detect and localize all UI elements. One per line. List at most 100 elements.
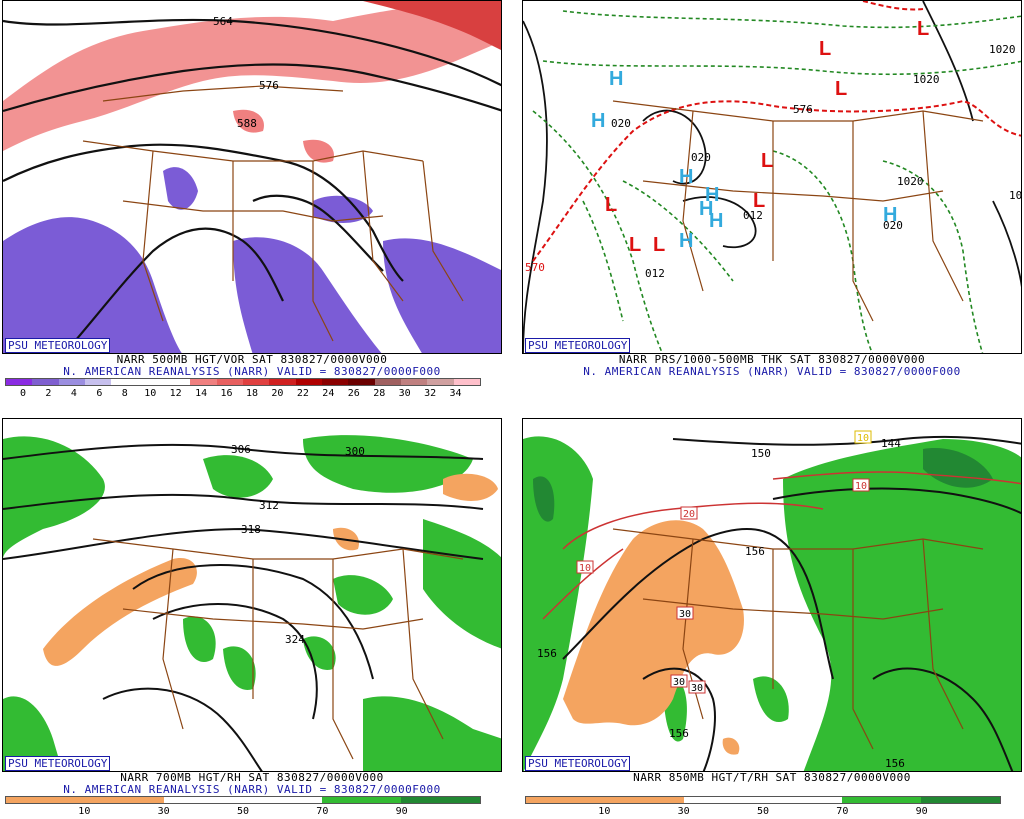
contour-label: 312	[259, 499, 279, 512]
isobars	[523, 1, 1021, 353]
colorbar-tick: 30	[157, 806, 170, 817]
colorbar-tick: 34	[449, 388, 462, 399]
caption-valid: N. AMERICAN REANALYSIS (NARR) VALID = 83…	[63, 783, 441, 796]
low-pressure-symbol: L	[917, 18, 929, 40]
vort-pos-canada	[233, 109, 264, 133]
colorbar-swatch	[111, 379, 138, 385]
pressure-centers: H H H H H H H H L L L L L L L L	[591, 18, 929, 256]
colorbar-tick: 90	[395, 806, 408, 817]
contour-label: 156	[885, 757, 905, 770]
high-pressure-symbol: H	[609, 68, 623, 90]
vort-negative-rockies	[163, 167, 198, 210]
colorbar-tick: 10	[78, 806, 91, 817]
contour-label: 150	[751, 447, 771, 460]
contour-label: 324	[285, 633, 305, 646]
height-contours	[3, 443, 484, 771]
low-pressure-symbol: L	[653, 234, 665, 256]
high-pressure-symbol: H	[679, 230, 693, 252]
low-pressure-symbol: L	[835, 78, 847, 100]
caption-title: NARR 700MB HGT/RH SAT 830827/0000V000	[120, 771, 384, 784]
svg-text:10: 10	[855, 481, 867, 492]
contour-label: 1020	[897, 175, 924, 188]
temp-label-box: 20	[680, 506, 698, 520]
contour-label: 012	[645, 267, 665, 280]
caption-title: NARR 500MB HGT/VOR SAT 830827/0000V000	[116, 353, 388, 366]
contour-label: 012	[743, 209, 763, 222]
political-borders	[82, 85, 464, 342]
dry-regions	[563, 520, 744, 755]
low-pressure-symbol: L	[629, 234, 641, 256]
rh-colorbar	[5, 796, 481, 804]
colorbar-swatch	[427, 379, 454, 385]
caption-valid: N. AMERICAN REANALYSIS (NARR) VALID = 83…	[583, 365, 961, 378]
psu-badge: PSU METEOROLOGY	[5, 756, 111, 771]
colorbar-tick: 20	[271, 388, 284, 399]
isobars-dashed	[532, 10, 1021, 353]
temp-label-box: 10	[852, 478, 870, 492]
colorbar-tick: 12	[169, 388, 182, 399]
vort-negative-south	[233, 237, 382, 353]
colorbar-swatch	[348, 379, 375, 385]
colorbar-tick: 6	[96, 388, 103, 399]
temp-label-box: 30	[688, 680, 706, 694]
colorbar-swatch	[137, 379, 164, 385]
moist-regions	[3, 435, 501, 771]
colorbar-tick: 4	[70, 388, 77, 399]
high-pressure-symbol: H	[699, 198, 713, 220]
map-500mb-svg: 564 576 588	[3, 1, 501, 353]
map-pressure: H H H H H H H H L L L L L L L L 570 576 …	[522, 0, 1022, 354]
low-pressure-symbol: L	[819, 38, 831, 60]
vort-strong-north	[363, 1, 501, 50]
colorbar-ticks: 10 30 50 70 90	[5, 806, 481, 818]
panel-850mb-rh: 150 144 156 156 156 156 20 10 30 30 30 1…	[522, 418, 1022, 818]
temperature-labels: 20 10 30 30 30 10 10	[576, 430, 872, 694]
temp-label-box: 30	[676, 606, 694, 620]
colorbar-swatch	[58, 379, 85, 385]
svg-text:30: 30	[673, 677, 685, 688]
contour-label: 564	[213, 15, 233, 28]
colorbar-tick: 18	[245, 388, 259, 399]
high-pressure-symbol: H	[709, 210, 723, 232]
colorbar-swatch	[269, 379, 296, 385]
caption-title: NARR PRS/1000-500MB THK SAT 830827/0000V…	[618, 353, 926, 366]
vort-negative-east	[383, 238, 501, 353]
contour-label: 576	[793, 103, 813, 116]
temperature-contours	[542, 471, 1021, 620]
caption-title: NARR 850MB HGT/T/RH SAT 830827/0000V000	[633, 771, 911, 784]
vort-pos-lakes	[303, 139, 334, 163]
contour-label: 020	[883, 219, 903, 232]
colorbar-tick: 16	[220, 388, 233, 399]
contour-label: 300	[345, 445, 365, 458]
colorbar-swatch	[321, 379, 349, 385]
colorbar-swatch	[374, 379, 401, 385]
panel-500mb-vorticity: 564 576 588 PSU METEOROLOGY NARR 500MB H…	[2, 0, 502, 400]
colorbar-tick: 30	[677, 806, 690, 817]
map-850mb-svg: 150 144 156 156 156 156 20 10 30 30 30 1…	[523, 430, 1021, 771]
contour-label: 588	[237, 117, 257, 130]
map-pressure-svg: H H H H H H H H L L L L L L L L 570 576 …	[523, 1, 1022, 353]
colorbar-tick: 2	[45, 388, 52, 399]
high-pressure-symbol: H	[705, 184, 719, 206]
colorbar-swatch	[163, 379, 191, 385]
svg-text:30: 30	[679, 609, 691, 620]
psu-badge: PSU METEOROLOGY	[5, 338, 111, 353]
colorbar-swatch	[6, 379, 33, 385]
colorbar-tick: 30	[398, 388, 411, 399]
colorbar-swatch	[32, 379, 59, 385]
contour-labels: 150 144 156 156 156 156	[537, 437, 905, 770]
svg-text:10: 10	[857, 433, 869, 444]
contour-label: 10	[1009, 189, 1022, 202]
vort-negative-southwest	[3, 217, 182, 353]
colorbar-tick: 50	[236, 806, 250, 817]
colorbar-tick: 50	[756, 806, 770, 817]
colorbar-tick: 0	[19, 388, 27, 399]
colorbar-tick: 28	[373, 388, 386, 399]
colorbar-tick: 14	[195, 388, 208, 399]
contour-label: 156	[745, 545, 765, 558]
colorbar-tick: 10	[144, 388, 157, 399]
contour-label: 1020	[913, 73, 940, 86]
vort-positive-north	[3, 1, 501, 151]
contour-label: 306	[231, 443, 251, 456]
temp-label-box: 10	[854, 430, 872, 444]
height-contours	[3, 18, 501, 353]
